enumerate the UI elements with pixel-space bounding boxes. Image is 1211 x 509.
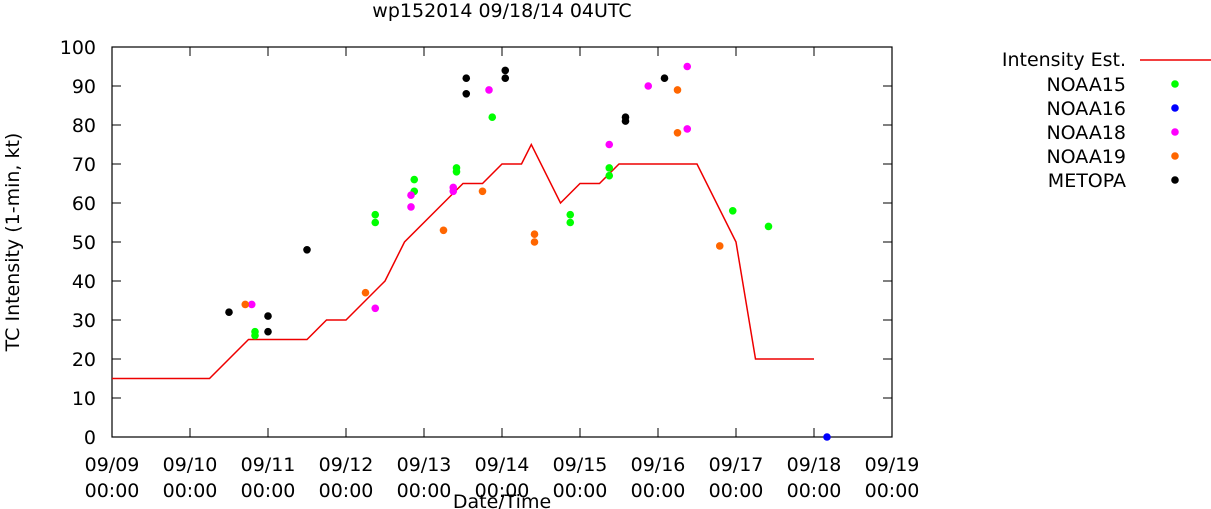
noaa15-point — [251, 331, 259, 340]
noaa15-point — [566, 218, 575, 227]
legend-label-noaa19: NOAA19 — [1046, 146, 1126, 168]
noaa18-point — [407, 191, 415, 199]
x-tick-label-time: 00:00 — [631, 480, 686, 502]
y-tick-label: 80 — [72, 115, 96, 137]
y-axis: 0 10 20 30 40 50 60 70 80 90 100 — [60, 37, 892, 449]
x-tick-label-time: 00:00 — [787, 480, 842, 502]
noaa15-point — [605, 171, 614, 180]
x-tick-label-time: 00:00 — [85, 480, 140, 502]
metopa-point — [264, 312, 272, 320]
x-tick-label-time: 00:00 — [709, 480, 764, 502]
y-tick-label: 70 — [72, 154, 96, 176]
noaa18-point — [407, 203, 415, 211]
metopa-point — [225, 308, 233, 317]
intensity-est-line — [112, 142, 814, 380]
legend-swatch-metopa — [1171, 176, 1179, 184]
noaa15-point — [410, 175, 419, 184]
x-tick-label-time: 00:00 — [865, 480, 920, 502]
plot-frame — [111, 46, 893, 438]
x-tick-label-date: 09/09 — [85, 454, 140, 476]
y-tick-label: 90 — [72, 76, 96, 98]
metopa-point — [462, 74, 471, 82]
y-axis-label: TC Intensity (1-min, kt) — [2, 133, 24, 353]
y-tick-label: 100 — [60, 37, 96, 59]
x-tick-label-date: 09/13 — [397, 454, 452, 476]
x-tick-label-time: 00:00 — [475, 480, 530, 502]
x-tick-label-time: 00:00 — [553, 480, 608, 502]
metopa-point — [303, 246, 311, 254]
noaa19-point — [530, 238, 539, 246]
metopa-point — [462, 90, 471, 98]
noaa19-point — [673, 86, 682, 94]
x-tick-label-time: 00:00 — [163, 480, 218, 502]
legend-swatch-noaa18 — [1171, 128, 1179, 136]
points-layer — [225, 62, 831, 441]
x-tick-label-date: 09/12 — [319, 454, 374, 476]
noaa18-point — [683, 125, 692, 133]
noaa19-point — [361, 288, 370, 297]
noaa15-point — [764, 222, 773, 231]
noaa18-point — [683, 62, 692, 71]
chart-title: wp152014 09/18/14 04UTC — [372, 0, 631, 22]
metopa-point — [501, 74, 510, 82]
x-tick-label-time: 00:00 — [319, 480, 374, 502]
noaa18-point — [371, 304, 380, 313]
metopa-point — [264, 327, 272, 336]
legend-swatch-noaa16 — [1171, 104, 1179, 112]
noaa15-point — [566, 210, 575, 219]
noaa19-point — [530, 230, 539, 238]
noaa19-point — [478, 187, 487, 196]
metopa-point — [621, 117, 630, 125]
x-axis: 09/09 00:00 09/10 00:00 09/11 00:00 09/12 00:00… — [85, 47, 920, 502]
x-tick-label-date: 09/17 — [709, 454, 764, 476]
x-tick-label-date: 09/16 — [631, 454, 686, 476]
noaa18-point — [644, 82, 653, 90]
legend-label-intensity-est: Intensity Est. — [1002, 49, 1126, 71]
noaa16-point — [823, 433, 831, 441]
x-tick-label-date: 09/14 — [475, 454, 530, 476]
legend: Intensity Est. NOAA15NOAA16NOAA18NOAA19ME… — [1002, 49, 1211, 192]
legend-swatch-noaa19 — [1171, 152, 1179, 160]
noaa19-point — [715, 242, 724, 250]
noaa15-point — [728, 207, 737, 215]
y-tick-label: 0 — [84, 427, 96, 449]
noaa19-point — [673, 129, 682, 137]
y-tick-label: 50 — [72, 232, 96, 254]
y-tick-label: 30 — [72, 310, 96, 332]
y-tick-label: 20 — [72, 349, 96, 371]
legend-label-noaa18: NOAA18 — [1046, 122, 1126, 144]
noaa15-point — [452, 168, 461, 176]
y-tick-label: 40 — [72, 271, 96, 293]
y-tick-label: 10 — [72, 388, 96, 410]
legend-label-noaa15: NOAA15 — [1046, 74, 1126, 96]
x-tick-label-date: 09/10 — [163, 454, 218, 476]
noaa18-point — [247, 300, 256, 309]
metopa-point — [660, 74, 669, 82]
x-tick-label-time: 00:00 — [397, 480, 452, 502]
x-tick-label-date: 09/15 — [553, 454, 608, 476]
noaa15-point — [371, 218, 380, 227]
noaa15-point — [488, 113, 497, 121]
intensity-line-layer — [112, 142, 814, 380]
x-tick-label-time: 00:00 — [241, 480, 296, 502]
noaa18-point — [605, 140, 614, 149]
noaa19-point — [439, 226, 448, 235]
y-tick-label: 60 — [72, 193, 96, 215]
x-tick-label-date: 09/18 — [787, 454, 842, 476]
noaa15-point — [605, 164, 614, 172]
legend-label-metopa: METOPA — [1048, 170, 1126, 192]
noaa18-point — [449, 187, 458, 196]
noaa18-point — [485, 86, 493, 94]
x-tick-label-date: 09/19 — [865, 454, 920, 476]
x-axis-label: Date/Time — [453, 491, 551, 509]
legend-label-noaa16: NOAA16 — [1046, 98, 1126, 120]
noaa15-point — [371, 210, 380, 219]
noaa19-point — [241, 300, 250, 309]
metopa-point — [501, 66, 510, 75]
x-tick-label-date: 09/11 — [241, 454, 296, 476]
legend-swatch-noaa15 — [1171, 80, 1179, 88]
